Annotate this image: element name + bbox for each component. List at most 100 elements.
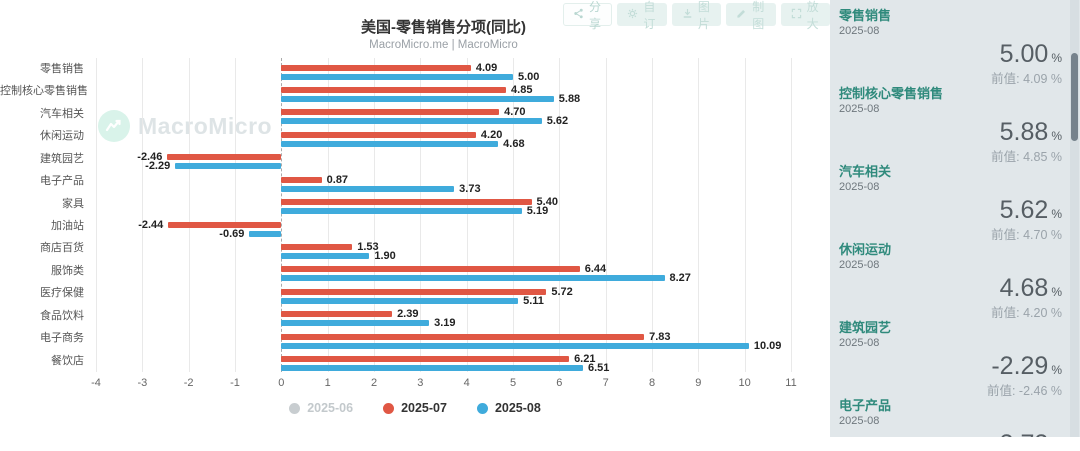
x-tick-label: -2 <box>183 377 194 389</box>
bar-2025-07-商店百货[interactable] <box>281 243 353 250</box>
sidebar-entry-prev: 前值: 4.70 % <box>991 228 1062 242</box>
sidebar-scrollbar-thumb[interactable] <box>1071 53 1078 141</box>
toolbar-button-pencil[interactable]: 制图 <box>726 0 776 31</box>
bar-value-label: 6.44 <box>584 263 607 276</box>
bar-2025-07-医疗保健[interactable] <box>281 288 547 295</box>
bar-value-label: 4.70 <box>504 106 526 119</box>
bar-value-label: 7.83 <box>649 330 671 343</box>
sidebar-entry-零售销售[interactable]: 零售销售 2025-08 5.00% 前值: 4.09 % <box>830 8 1080 86</box>
bar-value-label: 5.88 <box>558 92 581 105</box>
bar-2025-07-控制核心零售销售[interactable] <box>281 86 507 93</box>
toolbar-button-gear[interactable]: 自订 <box>617 0 667 31</box>
sidebar-entries: 零售销售 2025-08 5.00% 前值: 4.09 % 控制核心零售销售 2025-0… <box>830 8 1080 437</box>
bar-2025-08-食品饮料[interactable] <box>281 320 430 327</box>
category-label: 电子产品 <box>40 175 84 188</box>
expand-icon <box>791 8 802 22</box>
bar-2025-08-商店百货[interactable] <box>281 252 370 259</box>
sidebar-entry-date: 2025-08 <box>839 103 880 115</box>
sidebar-entry-汽车相关[interactable]: 汽车相关 2025-08 5.62% 前值: 4.70 % <box>830 164 1080 242</box>
bar-2025-08-汽车相关[interactable] <box>281 118 542 125</box>
x-tick-label: 8 <box>648 377 656 389</box>
bar-value-label: 4.20 <box>480 128 503 141</box>
bar-value-label: 4.09 <box>475 61 498 74</box>
bar-2025-08-服饰类[interactable] <box>281 275 665 282</box>
bar-value-label: 4.85 <box>511 83 533 96</box>
sidebar-scrollbar-track[interactable] <box>1070 0 1079 437</box>
bar-2025-07-电子商务[interactable] <box>281 333 645 340</box>
gridline <box>96 58 97 372</box>
sidebar-entry-date: 2025-08 <box>839 181 880 193</box>
bar-value-label: 6.21 <box>574 353 596 366</box>
legend-dot <box>289 402 301 414</box>
chart-panel: 分享 自订 图片 制图 放大 美国-零售销售分项(同比) MacroMicro.me |… <box>0 0 831 415</box>
bar-2025-07-休闲运动[interactable] <box>281 131 476 138</box>
bar-2025-08-控制核心零售销售[interactable] <box>281 95 554 102</box>
x-tick-label: -1 <box>230 377 240 389</box>
legend-dot <box>476 402 488 414</box>
bar-2025-08-休闲运动[interactable] <box>281 140 499 147</box>
bar-value-label: -0.69 <box>219 227 245 240</box>
bar-2025-07-家具[interactable] <box>281 199 532 206</box>
gridline <box>420 58 422 372</box>
sidebar-entry-控制核心零售销售[interactable]: 控制核心零售销售 2025-08 5.88% 前值: 4.85 % <box>830 86 1080 164</box>
sidebar-entry-title: 汽车相关 <box>839 164 892 179</box>
gridline <box>744 58 746 372</box>
bar-value-label: 5.40 <box>536 196 558 209</box>
x-tick-label: 2 <box>370 377 378 389</box>
bar-2025-08-家具[interactable] <box>281 208 522 215</box>
x-tick-label: 9 <box>695 377 702 389</box>
legend-item-2025-07[interactable]: 2025-07 <box>383 401 447 415</box>
sidebar-entry-休闲运动[interactable]: 休闲运动 2025-08 4.68% 前值: 4.20 % <box>830 242 1080 320</box>
category-label: 医疗保健 <box>40 287 84 300</box>
toolbar-button-download[interactable]: 图片 <box>671 0 722 31</box>
x-tick-label: 1 <box>324 377 331 389</box>
chart-subtitle: MacroMicro.me | MacroMicro <box>369 39 518 51</box>
sidebar-entry-建筑园艺[interactable]: 建筑园艺 2025-08 -2.29% 前值: -2.46 % <box>830 320 1080 398</box>
bar-2025-08-电子产品[interactable] <box>281 185 455 192</box>
plot-area: 4.09 4.85 4.70 4.20 -2.46 0.87 5.40 -2.44 1.53 6.… <box>96 58 792 374</box>
gear-icon <box>627 8 638 22</box>
x-tick-label: 4 <box>463 377 470 389</box>
pencil-icon <box>736 8 747 22</box>
bar-2025-07-餐饮店[interactable] <box>281 356 570 363</box>
bar-2025-08-医疗保健[interactable] <box>281 297 519 304</box>
bar-value-label: 5.72 <box>551 285 573 298</box>
legend-item-2025-06[interactable]: 2025-06 <box>289 401 353 415</box>
toolbar-button-share[interactable]: 分享 <box>563 0 613 31</box>
sidebar-entry-value: 5.62% <box>999 196 1062 224</box>
gridline <box>605 58 607 372</box>
sidebar-entry-电子产品[interactable]: 电子产品 2025-08 3.73% <box>830 398 1080 437</box>
bar-2025-07-服饰类[interactable] <box>281 266 580 273</box>
gridline <box>698 58 700 372</box>
toolbar-button-expand[interactable]: 放大 <box>780 0 831 31</box>
bar-2025-08-餐饮店[interactable] <box>281 365 583 372</box>
category-label: 汽车相关 <box>40 107 84 120</box>
bar-2025-07-零售销售[interactable] <box>281 64 471 71</box>
sidebar-entry-prev: 前值: 4.09 % <box>991 72 1062 86</box>
x-tick-label: 11 <box>785 377 797 389</box>
bar-2025-07-食品饮料[interactable] <box>281 311 393 318</box>
sidebar-entry-prev: 前值: 4.85 % <box>991 150 1062 164</box>
x-tick-label: 3 <box>417 377 424 389</box>
legend-item-2025-08[interactable]: 2025-08 <box>476 401 541 415</box>
gridline <box>466 58 468 372</box>
sidebar-entry-prev: 前值: 4.20 % <box>991 306 1062 320</box>
sidebar-entry-title: 建筑园艺 <box>839 320 892 335</box>
bar-2025-07-电子产品[interactable] <box>281 176 322 183</box>
bar-2025-08-建筑园艺[interactable] <box>175 163 282 170</box>
bar-2025-08-零售销售[interactable] <box>281 73 513 80</box>
category-label: 食品饮料 <box>40 309 84 322</box>
category-label: 零售销售 <box>40 63 84 75</box>
bar-2025-08-加油站[interactable] <box>249 230 282 237</box>
gridline <box>652 58 653 372</box>
sidebar-entry-date: 2025-08 <box>839 415 880 427</box>
bar-value-label: 5.62 <box>546 115 569 128</box>
share-icon <box>573 8 584 22</box>
bar-2025-07-建筑园艺[interactable] <box>167 154 282 161</box>
x-tick-label: 6 <box>556 377 563 389</box>
bar-value-label: 3.19 <box>434 317 456 330</box>
x-tick-label: -4 <box>91 377 101 389</box>
bar-2025-08-电子商务[interactable] <box>281 342 749 349</box>
bar-2025-07-加油站[interactable] <box>168 221 282 228</box>
bar-2025-07-汽车相关[interactable] <box>281 109 500 116</box>
